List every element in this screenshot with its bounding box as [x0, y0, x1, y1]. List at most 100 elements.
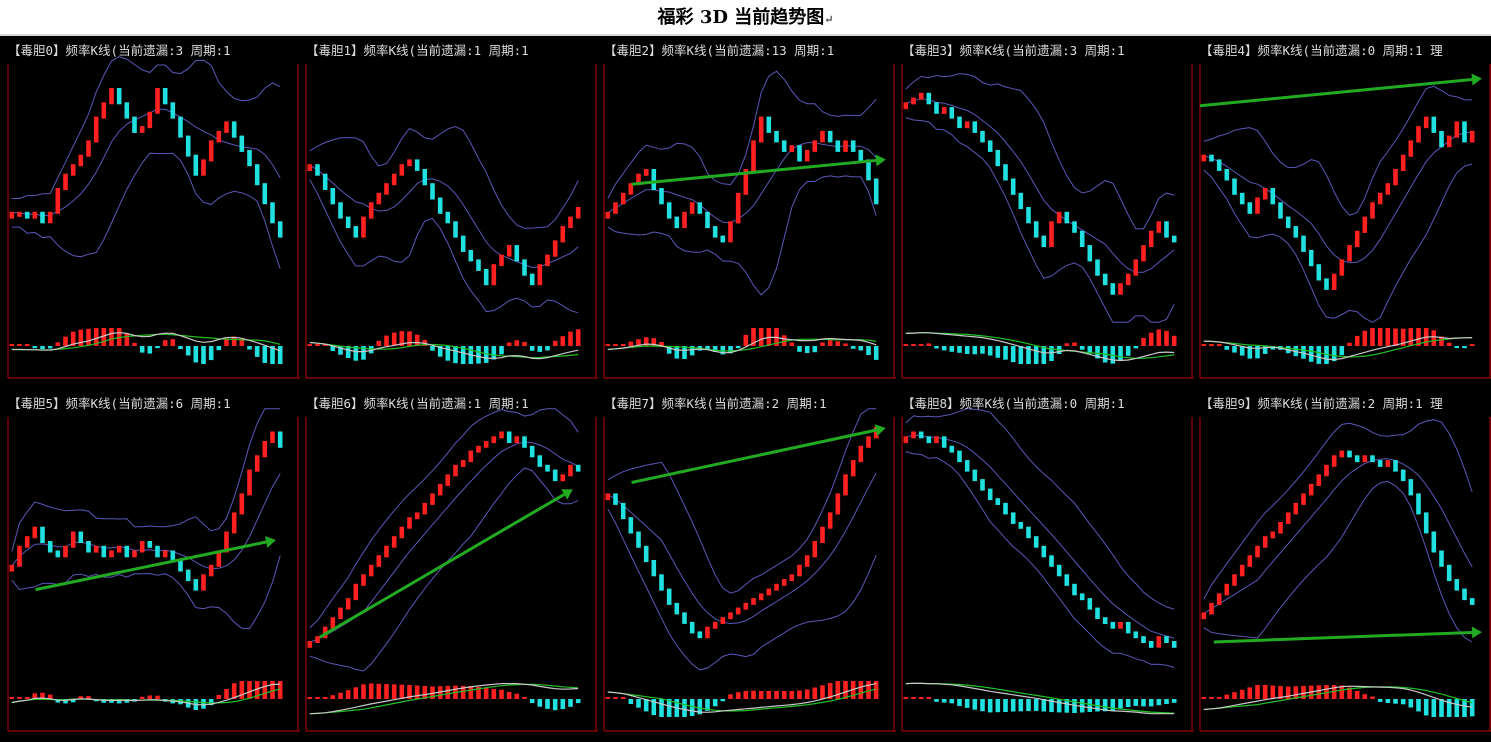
- indicator-bar: [193, 346, 199, 363]
- candle: [1278, 522, 1283, 534]
- candle: [674, 602, 680, 615]
- indicator-bar: [1331, 346, 1337, 362]
- candle: [1216, 159, 1222, 171]
- candle: [307, 164, 313, 171]
- indicator-bar: [613, 697, 618, 699]
- candle: [353, 583, 359, 601]
- indicator-bar: [651, 338, 657, 346]
- candle: [827, 130, 833, 143]
- candle: [804, 149, 810, 162]
- candle: [55, 550, 61, 558]
- candle: [843, 474, 848, 496]
- candle: [155, 545, 160, 558]
- indicator-bar: [866, 681, 871, 699]
- indicator-bar: [1400, 328, 1406, 346]
- indicator-bar: [506, 342, 512, 346]
- candle: [1087, 598, 1093, 610]
- candle: [1446, 564, 1452, 582]
- candle: [315, 164, 320, 176]
- indicator-bar: [903, 344, 909, 346]
- indicator-bar: [1439, 699, 1444, 717]
- indicator-bar: [254, 681, 260, 699]
- candle: [1362, 455, 1368, 463]
- indicator-bar: [1354, 691, 1360, 699]
- candle: [552, 240, 558, 257]
- candle: [605, 493, 611, 501]
- trend-arrow-line: [319, 493, 565, 639]
- indicator-bar: [147, 695, 153, 699]
- candle: [24, 211, 30, 219]
- candle: [254, 455, 260, 472]
- frequency-k-line-chart: [305, 64, 598, 379]
- indicator-bar: [162, 340, 168, 346]
- candle: [376, 555, 382, 567]
- indicator-bar: [537, 699, 543, 707]
- candle: [1301, 493, 1306, 505]
- indicator-bar: [63, 699, 68, 704]
- indicator-bar: [468, 686, 474, 699]
- candle: [1033, 536, 1039, 548]
- indicator-bar: [659, 699, 664, 717]
- trend-arrow-head: [1471, 626, 1482, 639]
- candle: [40, 526, 45, 543]
- candle: [345, 598, 351, 610]
- candle: [980, 479, 985, 491]
- candle: [476, 259, 481, 271]
- candle: [766, 588, 772, 596]
- indicator-bar: [987, 346, 993, 356]
- candle: [1209, 154, 1214, 162]
- candle: [330, 617, 336, 629]
- indicator-bar: [1446, 342, 1452, 346]
- candle: [758, 593, 764, 601]
- candle: [918, 92, 924, 100]
- indicator-bar: [1110, 699, 1116, 711]
- indicator-bar: [307, 344, 313, 346]
- candle: [820, 130, 825, 143]
- indicator-bar: [391, 684, 397, 699]
- candle: [903, 436, 909, 444]
- trend-arrow-head: [264, 536, 276, 548]
- chart-panel-2: 【毒胆2】频率K线(当前遗漏:13 周期:1: [598, 36, 896, 389]
- indicator-bar: [1026, 699, 1031, 712]
- candle: [1278, 202, 1283, 219]
- candle: [1262, 536, 1268, 548]
- indicator-bar: [322, 697, 328, 699]
- upper-band: [905, 408, 1175, 610]
- candle: [1010, 512, 1016, 524]
- candle: [1393, 460, 1398, 472]
- candle: [1446, 135, 1452, 148]
- trend-chart-grid: 【毒胆0】频率K线(当前遗漏:3 周期:1 【毒胆1】频率K线(当前遗漏:1 周期…: [0, 36, 1491, 742]
- indicator-bar: [1347, 687, 1352, 699]
- indicator-fast-line: [607, 336, 877, 354]
- candle: [277, 221, 283, 238]
- candle: [1416, 493, 1421, 515]
- candle: [705, 626, 710, 639]
- candle: [170, 550, 176, 562]
- indicator-bar: [1171, 335, 1177, 346]
- candle: [987, 488, 993, 501]
- indicator-bar: [55, 342, 61, 346]
- upper-band: [309, 125, 579, 229]
- middle-band: [11, 108, 281, 217]
- indicator-bar: [1064, 343, 1070, 346]
- candle: [858, 445, 864, 463]
- candle: [804, 555, 810, 567]
- candle: [1416, 126, 1421, 143]
- candle: [55, 188, 61, 214]
- candle: [239, 135, 245, 152]
- candle: [514, 436, 520, 444]
- candle: [1347, 450, 1352, 458]
- candle: [368, 202, 374, 219]
- candle: [453, 221, 458, 238]
- candle: [1148, 641, 1154, 648]
- candle: [93, 545, 99, 553]
- candle: [1324, 464, 1329, 477]
- candle: [866, 159, 871, 181]
- indicator-bar: [1462, 346, 1467, 349]
- chart-panel-title: 【毒胆0】频率K线(当前遗漏:3 周期:1: [8, 43, 231, 58]
- candle: [1156, 636, 1162, 648]
- candle: [1102, 273, 1108, 286]
- indicator-bar: [1339, 346, 1345, 356]
- indicator-bar: [903, 697, 909, 699]
- trend-arrow-head: [875, 154, 886, 167]
